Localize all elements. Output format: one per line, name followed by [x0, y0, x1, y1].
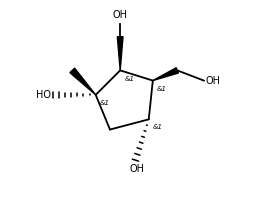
Polygon shape [117, 37, 123, 70]
Text: HO: HO [36, 90, 51, 100]
Text: &1: &1 [157, 86, 167, 92]
Text: &1: &1 [153, 124, 163, 130]
Text: OH: OH [129, 164, 144, 174]
Text: &1: &1 [124, 76, 134, 82]
Text: OH: OH [113, 10, 128, 20]
Text: &1: &1 [99, 100, 109, 106]
Polygon shape [70, 68, 96, 95]
Text: OH: OH [206, 75, 221, 86]
Polygon shape [153, 68, 178, 81]
